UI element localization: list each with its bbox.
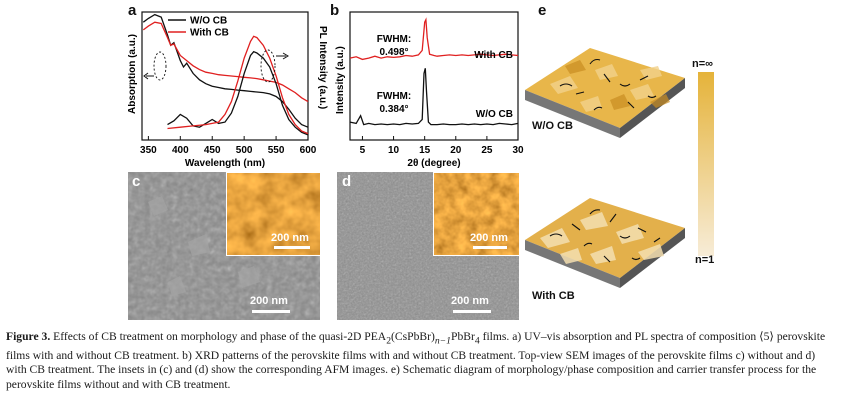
fwhm-top-value: 0.498° [379, 47, 408, 58]
sem-scale-bar-c [252, 310, 290, 313]
schematic-diagram [525, 48, 714, 288]
pl-arrow [276, 52, 289, 60]
panel-a-xlabel: Wavelength (nm) [185, 158, 265, 169]
panel-e-letter: e [538, 2, 547, 19]
sem-scale-label-d: 200 nm [451, 295, 489, 307]
caption-sub-2: n−1 [434, 335, 452, 347]
series-line-with-cb [349, 17, 519, 61]
caption-sub-3: 4 [474, 335, 480, 347]
panel-a-ylabel-left: Absorption (a.u.) [128, 34, 138, 114]
panel-a-ylabel-right: PL Intensity (a.u.) [317, 26, 328, 109]
panel-c-letter: c [132, 173, 141, 190]
x-tick-label: 30 [512, 145, 524, 156]
fwhm-bottom-value: 0.384° [379, 104, 408, 115]
sem-scale-label-c: 200 nm [250, 295, 288, 307]
caption-title-post: films. [479, 330, 510, 343]
sem-image-without-cb: 200 nm 200 nm [128, 172, 320, 320]
panel-b-frame [349, 11, 519, 141]
label-without-cb: W/O CB [532, 120, 573, 132]
series-label-wo-cb: W/O CB [476, 109, 513, 120]
phase-gradient-bar [698, 72, 714, 256]
x-tick-label: 20 [450, 145, 462, 156]
x-tick-label: 550 [268, 145, 285, 156]
afm-scale-label-d: 200 nm [470, 232, 508, 244]
sem-texture [128, 172, 320, 320]
bar-label-n-1: n=1 [695, 254, 715, 266]
panel-b-chart: 5 10 15 20 25 30 FWHM: 0.498° FWHM: 0.384° Wi… [335, 11, 524, 169]
label-with-cb: With CB [532, 290, 575, 302]
afm-texture [434, 173, 519, 255]
sem-scale-bar-d [453, 310, 491, 313]
legend-label-wo-cb: W/O CB [190, 16, 227, 27]
x-tick-label: 25 [481, 145, 493, 156]
afm-inset-without-cb [226, 172, 320, 256]
x-tick-label: 5 [360, 145, 366, 156]
caption-title-mid2: PbBr [451, 330, 475, 343]
afm-texture [227, 173, 320, 255]
absorption-arrow [143, 72, 154, 80]
panel-a-letter: a [128, 2, 137, 19]
film-slab-without-cb [525, 48, 685, 138]
x-tick-label: 600 [300, 145, 317, 156]
x-tick-label: 10 [388, 145, 400, 156]
panel-a-frame [141, 11, 309, 141]
pl-ellipse [260, 49, 276, 83]
absorption-ellipse [153, 51, 167, 81]
afm-scale-bar-d [473, 246, 507, 249]
panel-b-ylabel: Intensity (a.u.) [335, 46, 346, 114]
series-line-pl-w-o-cb [167, 50, 309, 136]
panel-a-ticks: 350 400 450 500 550 600 [140, 136, 317, 156]
series-line-w-o-cb [349, 68, 519, 126]
figure-caption: Figure 3. Effects of CB treatment on mor… [6, 330, 836, 392]
panel-a-chart: 350 400 450 500 550 600 W/O CB With CB Absorp… [128, 11, 328, 169]
panel-d-letter: d [342, 173, 352, 190]
caption-sub-1: 2 [386, 335, 392, 347]
panel-b-series-group [349, 17, 519, 126]
sem-image-with-cb: 200 nm 200 nm [337, 172, 519, 320]
figure-label: Figure 3. [6, 330, 51, 343]
x-tick-label: 450 [204, 145, 221, 156]
bar-label-n-infinity: n=∞ [692, 58, 713, 70]
x-tick-label: 500 [236, 145, 253, 156]
afm-scale-label-c: 200 nm [271, 232, 309, 244]
legend-label-with-cb: With CB [190, 28, 229, 39]
film-slab-with-cb [525, 198, 685, 288]
series-line-absorption-with-cb [142, 21, 309, 103]
caption-title-mid: (CsPbBr) [391, 330, 435, 343]
fwhm-bottom-label: FWHM: [377, 91, 411, 102]
panel-a-series-group [142, 13, 309, 136]
afm-scale-bar-c [274, 246, 310, 249]
afm-inset-with-cb [433, 172, 519, 256]
caption-title-pre: Effects of CB treatment on morphology an… [53, 330, 387, 343]
x-tick-label: 350 [140, 145, 157, 156]
x-tick-label: 400 [172, 145, 189, 156]
series-label-with-cb: With CB [474, 50, 513, 61]
series-line-pl-with-cb [167, 35, 309, 135]
x-tick-label: 15 [419, 145, 431, 156]
panel-b-xlabel: 2θ (degree) [407, 158, 460, 169]
panel-b-letter: b [330, 2, 340, 19]
caption-body: a) UV–vis absorption and PL spectra of c… [6, 330, 826, 391]
fwhm-top-label: FWHM: [377, 34, 411, 45]
panel-b-ticks: 5 10 15 20 25 30 [360, 136, 524, 156]
